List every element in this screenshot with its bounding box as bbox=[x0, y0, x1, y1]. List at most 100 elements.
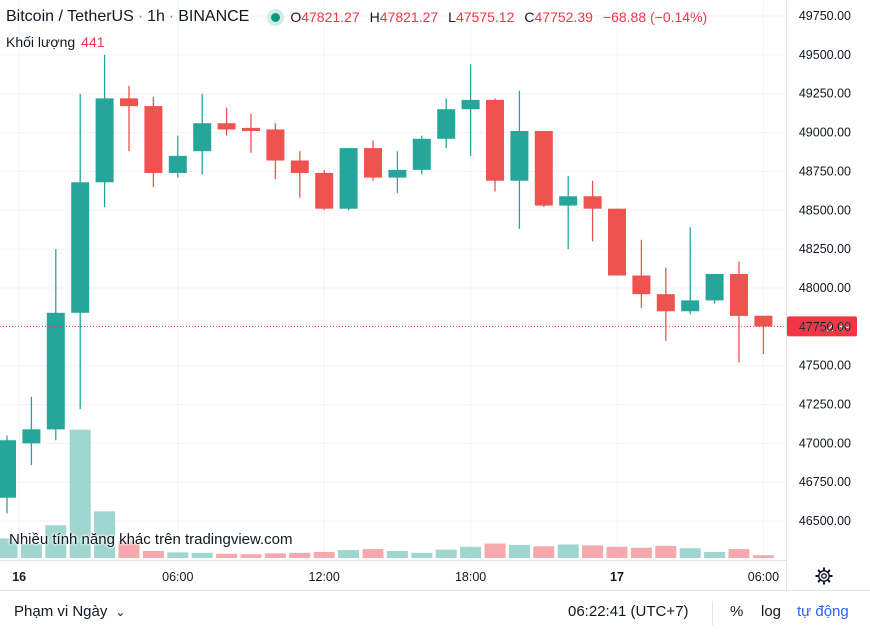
volume-bar bbox=[20, 544, 42, 558]
price-tick-label: 47500.00 bbox=[799, 359, 851, 373]
toolbar-divider bbox=[712, 601, 713, 625]
price-tick-label: 48500.00 bbox=[799, 203, 851, 217]
price-tick-label: 48750.00 bbox=[799, 164, 851, 178]
candle-body bbox=[437, 109, 456, 139]
time-tick-label: 18:00 bbox=[455, 570, 486, 584]
time-tick-label: 06:00 bbox=[748, 570, 779, 584]
ohlc-values: O47821.27 H47821.27 L47575.12 C47752.39 … bbox=[290, 9, 707, 25]
candle-body bbox=[168, 155, 187, 173]
candle-body bbox=[656, 294, 675, 312]
volume-bar bbox=[191, 552, 213, 558]
volume-legend: Khối lượng 441 bbox=[6, 34, 105, 50]
volume-bar bbox=[508, 544, 530, 558]
settings-gear-icon[interactable] bbox=[814, 566, 834, 586]
price-tick-label: 48000.00 bbox=[799, 281, 851, 295]
grid bbox=[0, 0, 786, 560]
candle-body bbox=[95, 98, 114, 183]
volume-bar bbox=[118, 540, 140, 558]
volume-bar bbox=[557, 544, 579, 558]
price-tick-label: 47750.00 bbox=[799, 320, 851, 334]
high-value: 47821.27 bbox=[379, 9, 439, 25]
time-tick-label: 12:00 bbox=[309, 570, 340, 584]
volume-bar bbox=[289, 552, 311, 558]
volume-bars bbox=[0, 429, 774, 558]
volume-bar bbox=[704, 551, 726, 558]
market-status-icon bbox=[271, 12, 281, 22]
promo-link[interactable]: Nhiều tính năng khác trên tradingview.co… bbox=[9, 531, 293, 548]
volume-bar bbox=[240, 554, 262, 558]
candle-body bbox=[461, 99, 480, 110]
candle-body bbox=[71, 182, 90, 313]
candle-body bbox=[632, 275, 651, 295]
volume-bar bbox=[460, 546, 482, 558]
last-price-line: 47752.39 bbox=[0, 316, 857, 337]
volume-bar bbox=[582, 545, 604, 558]
open-label: O bbox=[290, 9, 302, 25]
auto-scale-button[interactable]: tự động bbox=[797, 603, 849, 620]
volume-bar bbox=[313, 551, 335, 558]
volume-bar bbox=[142, 551, 164, 558]
candles bbox=[0, 54, 773, 514]
candle-body bbox=[534, 130, 553, 206]
volume-bar bbox=[386, 551, 408, 558]
legend-header: Bitcoin / TetherUS · 1h · BINANCE O 47821… bbox=[6, 6, 707, 28]
volume-bar bbox=[362, 549, 384, 558]
candle-body bbox=[315, 172, 334, 209]
candle-body bbox=[583, 196, 602, 209]
price-tick-label: 46500.00 bbox=[799, 514, 851, 528]
volume-bar bbox=[752, 555, 774, 558]
candle-body bbox=[0, 440, 16, 498]
volume-label: Khối lượng bbox=[6, 34, 76, 50]
candle-body bbox=[144, 106, 163, 173]
candle-body bbox=[193, 123, 212, 152]
percent-scale-button[interactable]: % bbox=[730, 603, 744, 620]
volume-bar bbox=[630, 547, 652, 558]
volume-bar bbox=[411, 552, 433, 558]
volume-bar bbox=[533, 546, 555, 558]
axes: 49750.00 49500.00 49250.00 49000.00 48750.00… bbox=[0, 0, 851, 590]
candle-body bbox=[290, 160, 309, 173]
volume-bar bbox=[0, 538, 18, 558]
interval-label[interactable]: 1h bbox=[147, 8, 165, 25]
chevron-down-icon: ⌄ bbox=[115, 604, 126, 619]
candle-body bbox=[46, 312, 65, 430]
price-tick-label: 49000.00 bbox=[799, 126, 851, 140]
exchange-label: BINANCE bbox=[178, 8, 250, 25]
bottom-toolbar: Phạm vi Ngày ⌄ 06:22:41 (UTC+7) % log tự… bbox=[0, 590, 870, 634]
volume-bar bbox=[655, 545, 677, 558]
separator-dot: · bbox=[168, 8, 175, 25]
volume-bar bbox=[264, 553, 286, 558]
close-label: C bbox=[524, 9, 535, 25]
date-range-selector[interactable]: Phạm vi Ngày ⌄ bbox=[14, 603, 125, 620]
price-tick-label: 49750.00 bbox=[799, 9, 851, 23]
volume-bar bbox=[45, 525, 67, 558]
log-scale-button[interactable]: log bbox=[761, 603, 782, 620]
volume-bar bbox=[606, 546, 628, 558]
volume-bar bbox=[69, 429, 91, 558]
candle-body bbox=[608, 208, 626, 276]
price-tick-label: 47250.00 bbox=[799, 398, 851, 412]
candle-body bbox=[22, 429, 41, 444]
time-tick-label: 17 bbox=[610, 570, 624, 584]
volume-value: 441 bbox=[81, 34, 105, 50]
low-label: L bbox=[448, 9, 456, 25]
candle-body bbox=[364, 148, 382, 178]
volume-bar bbox=[94, 511, 116, 558]
candle-body bbox=[681, 300, 700, 312]
candle-body bbox=[120, 98, 138, 107]
candle-body bbox=[754, 315, 773, 327]
volume-bar bbox=[338, 550, 360, 558]
symbol-name[interactable]: Bitcoin / TetherUS bbox=[6, 8, 134, 25]
separator-dot: · bbox=[137, 8, 144, 25]
price-tick-label: 49500.00 bbox=[799, 48, 851, 62]
high-label: H bbox=[369, 9, 380, 25]
low-value: 47575.12 bbox=[455, 9, 515, 25]
candle-body bbox=[705, 273, 724, 301]
volume-bar bbox=[216, 553, 238, 558]
volume-bar bbox=[484, 543, 506, 558]
candle-body bbox=[510, 130, 529, 181]
candle-body bbox=[559, 196, 578, 206]
price-tick-label: 46750.00 bbox=[799, 475, 851, 489]
timezone-clock[interactable]: 06:22:41 (UTC+7) bbox=[568, 603, 689, 620]
